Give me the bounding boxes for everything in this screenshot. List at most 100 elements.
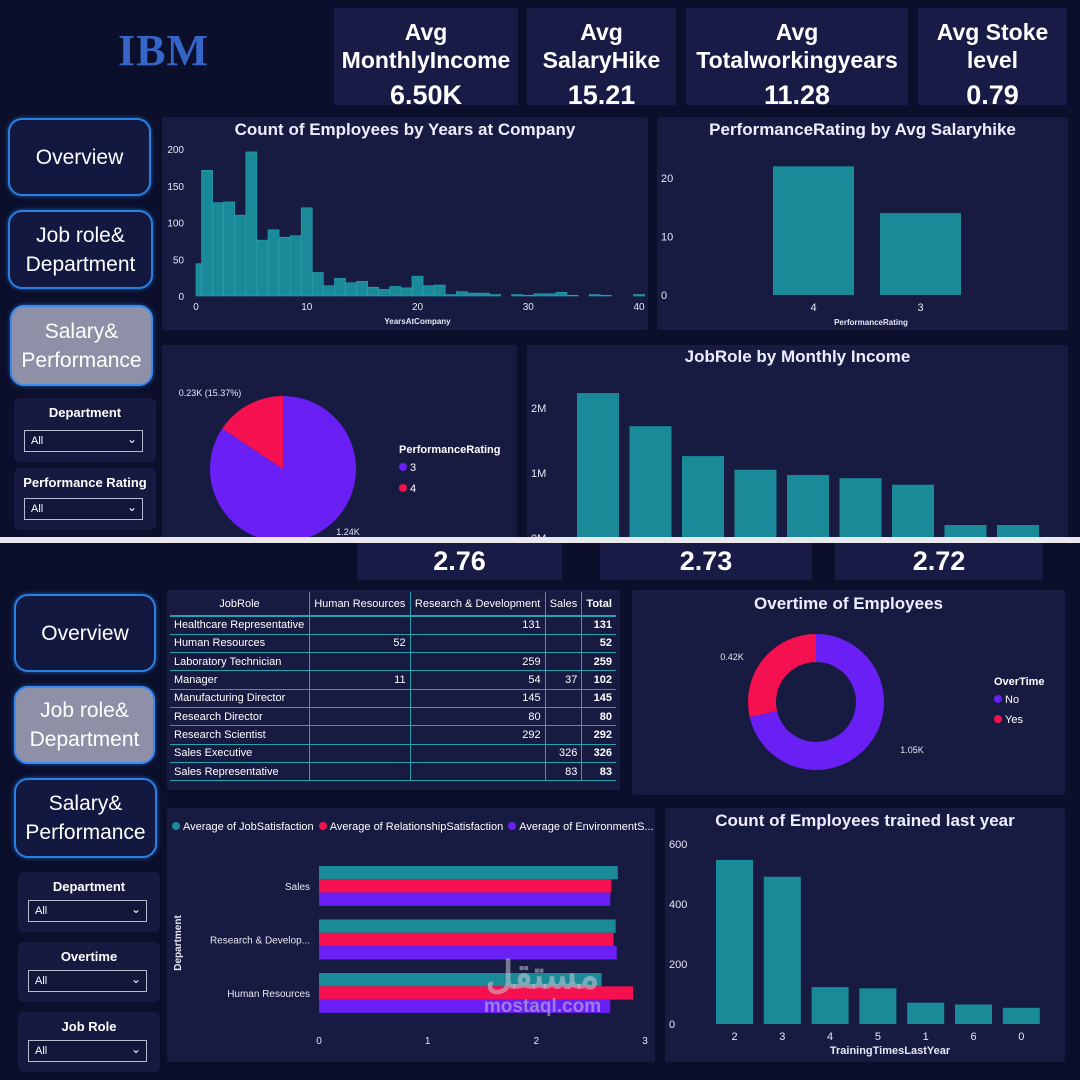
bar[interactable] — [734, 469, 777, 537]
bar[interactable] — [319, 919, 616, 933]
slice-3[interactable] — [210, 396, 356, 537]
pie-legend-item-4[interactable]: 4 — [399, 483, 416, 495]
pie-legend-item-3[interactable]: 3 — [399, 462, 416, 474]
bar[interactable] — [955, 1004, 992, 1025]
histogram-bar[interactable] — [256, 239, 269, 297]
bar[interactable] — [319, 946, 617, 960]
table-cell — [308, 744, 411, 763]
histogram-bar[interactable] — [478, 292, 490, 297]
bar[interactable] — [892, 484, 934, 537]
histogram-bar[interactable] — [367, 286, 380, 297]
histogram-bar[interactable] — [588, 294, 601, 297]
histogram-bar[interactable] — [300, 207, 313, 297]
donut-legend-item-no[interactable]: No — [994, 694, 1019, 706]
bar[interactable] — [944, 525, 987, 537]
histogram-bar[interactable] — [400, 287, 413, 297]
department-dropdown[interactable]: All ⌄ — [24, 430, 143, 452]
bar[interactable] — [811, 987, 849, 1024]
histogram-bar[interactable] — [267, 229, 280, 297]
department-filter: Department All ⌄ — [14, 398, 156, 462]
column-header[interactable]: JobRole — [170, 592, 310, 617]
histogram-bar[interactable] — [433, 284, 446, 297]
histogram-bar[interactable] — [201, 170, 213, 297]
column-header[interactable]: Total — [581, 592, 616, 617]
histogram-bar[interactable] — [234, 214, 247, 297]
histogram-bar[interactable] — [356, 281, 368, 297]
column-header[interactable]: Sales — [544, 592, 582, 617]
table-cell — [409, 762, 546, 782]
bar[interactable] — [859, 988, 897, 1024]
slice-No[interactable] — [749, 634, 884, 770]
histogram-bar[interactable] — [489, 294, 501, 297]
histogram-bar[interactable] — [533, 293, 546, 297]
histogram-bar[interactable] — [511, 294, 524, 297]
nav-overview-button[interactable]: Overview — [14, 594, 156, 672]
legend-relationship-satisfaction[interactable]: Average of RelationshipSatisfaction — [318, 821, 503, 833]
performance-rating-dropdown[interactable]: All ⌄ — [24, 498, 143, 520]
histogram-bar[interactable] — [422, 285, 435, 297]
job-role-dropdown[interactable]: All ⌄ — [28, 1040, 147, 1062]
x-tick-label: 0 — [1018, 1031, 1024, 1043]
histogram-bar[interactable] — [467, 292, 479, 297]
histogram-bar[interactable] — [212, 202, 224, 297]
bar[interactable] — [577, 393, 619, 537]
histogram-bar[interactable] — [633, 294, 645, 297]
nav-job-role-department-button[interactable]: Job role& Department — [14, 686, 155, 764]
histogram-bar[interactable] — [223, 201, 236, 297]
bar[interactable] — [319, 999, 611, 1013]
histogram-bar[interactable] — [334, 278, 346, 297]
nav-salary-performance-button[interactable]: Salary& Performance — [14, 778, 157, 858]
column-header[interactable]: Research & Development — [409, 592, 546, 617]
histogram-bar[interactable] — [345, 282, 357, 297]
histogram-bar[interactable] — [323, 285, 335, 297]
department-dropdown[interactable]: All ⌄ — [28, 900, 147, 922]
bar[interactable] — [682, 456, 724, 537]
histogram-bar[interactable] — [455, 291, 468, 297]
bar[interactable] — [1002, 1007, 1040, 1024]
nav-overview-button[interactable]: Overview — [8, 118, 151, 196]
histogram-bar[interactable] — [311, 272, 324, 297]
slice-4[interactable] — [222, 396, 283, 469]
bar[interactable] — [763, 876, 801, 1024]
bar[interactable] — [997, 525, 1039, 537]
donut-legend-title: OverTime — [994, 676, 1045, 688]
histogram-bar[interactable] — [278, 236, 291, 297]
bar[interactable] — [716, 859, 753, 1024]
histogram-bar[interactable] — [378, 289, 391, 297]
bar[interactable] — [319, 973, 602, 987]
histogram-bar[interactable] — [411, 275, 424, 297]
histogram-bar[interactable] — [599, 294, 612, 297]
histogram-bar[interactable] — [544, 293, 557, 297]
histogram-bar[interactable] — [195, 263, 202, 297]
bar[interactable] — [839, 478, 882, 537]
ibm-logo: IBM — [118, 26, 209, 75]
histogram-bar[interactable] — [444, 294, 457, 297]
histogram-bar[interactable] — [245, 151, 258, 297]
row-label: Sales Representative — [170, 762, 310, 782]
bar[interactable] — [319, 879, 612, 893]
histogram-bar[interactable] — [389, 286, 402, 297]
histogram-bar[interactable] — [522, 294, 535, 297]
nav-salary-performance-button[interactable]: Salary& Performance — [10, 305, 153, 386]
histogram-bar[interactable] — [566, 294, 579, 297]
bar[interactable] — [319, 866, 618, 880]
histogram-bar[interactable] — [555, 292, 568, 297]
slice-Yes[interactable] — [748, 634, 816, 718]
legend-environment-satisfaction[interactable]: Average of EnvironmentS... — [508, 821, 654, 833]
bar[interactable] — [319, 932, 614, 947]
bar[interactable] — [319, 986, 634, 1000]
nav-job-role-department-button[interactable]: Job role& Department — [8, 210, 153, 289]
histogram-bar[interactable] — [289, 235, 302, 297]
donut-legend-item-yes[interactable]: Yes — [994, 714, 1023, 726]
table-row: Sales Representative 83 83 — [170, 762, 616, 782]
bar[interactable] — [787, 474, 829, 537]
overtime-dropdown[interactable]: All ⌄ — [28, 970, 147, 992]
satisfaction-legend: Average of JobSatisfaction Average of Re… — [172, 821, 654, 833]
legend-job-satisfaction[interactable]: Average of JobSatisfaction — [172, 821, 314, 833]
bar[interactable] — [773, 166, 854, 295]
bar[interactable] — [319, 892, 611, 906]
bar[interactable] — [907, 1002, 945, 1024]
bar[interactable] — [629, 426, 672, 537]
bar[interactable] — [880, 213, 961, 295]
column-header[interactable]: Human Resources — [308, 592, 411, 617]
